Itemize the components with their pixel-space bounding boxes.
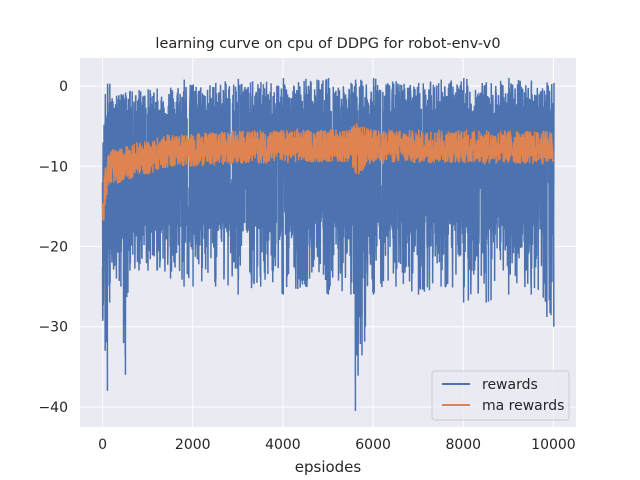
legend-ma-rewards-label: ma rewards xyxy=(482,398,564,414)
x-tick-label: 4000 xyxy=(265,437,301,453)
x-tick-label: 0 xyxy=(98,437,107,453)
x-axis: 0 2000 4000 6000 8000 10000 xyxy=(98,437,576,453)
series-layer xyxy=(101,78,555,411)
y-tick-label: −10 xyxy=(38,159,68,175)
y-tick-label: 0 xyxy=(59,79,68,95)
x-tick-label: 10000 xyxy=(531,437,576,453)
legend: rewards ma rewards xyxy=(431,370,570,421)
y-tick-label: −20 xyxy=(38,240,68,256)
x-axis-label: epsiodes xyxy=(295,458,362,476)
y-tick-label: −40 xyxy=(38,400,68,416)
legend-rewards-label: rewards xyxy=(482,377,538,393)
chart-title: learning curve on cpu of DDPG for robot-… xyxy=(155,36,500,52)
x-tick-label: 2000 xyxy=(175,437,211,453)
x-tick-label: 6000 xyxy=(355,437,391,453)
y-axis: 0 −10 −20 −30 −40 xyxy=(38,79,68,416)
x-tick-label: 8000 xyxy=(445,437,481,453)
series-ma-rewards-line xyxy=(101,123,555,222)
y-tick-label: −30 xyxy=(38,320,68,336)
